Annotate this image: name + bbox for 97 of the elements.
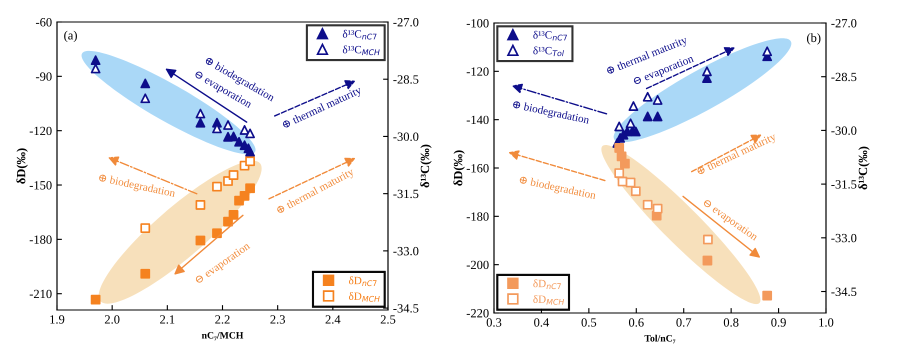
point	[240, 125, 250, 135]
y-tick-label: -220	[466, 309, 489, 318]
y-tick-label: -140	[466, 116, 489, 124]
legend-label: δD$_{nC7}$	[348, 276, 377, 286]
x-tick-label: 0.7	[676, 318, 692, 327]
y2-tick-label: -27.0	[831, 19, 856, 28]
y-tick-label: -210	[30, 290, 52, 298]
point	[762, 46, 772, 56]
y-tick-label: -180	[466, 212, 489, 221]
point	[626, 178, 636, 188]
y2-tick-label: -34.5	[831, 288, 856, 296]
y-tick-label: -160	[466, 164, 489, 172]
point	[620, 158, 630, 169]
point	[196, 236, 206, 246]
y2-axis-title: δ¹³C(‰)	[420, 144, 432, 188]
point	[652, 204, 663, 214]
point	[642, 112, 653, 122]
point	[652, 112, 663, 122]
y2-axis-title: δ¹³C(‰)	[858, 146, 870, 190]
y2-tick-label: -30.0	[393, 132, 418, 141]
point	[245, 156, 255, 166]
point	[762, 290, 772, 300]
y-tick-label: -180	[30, 235, 52, 244]
point	[196, 118, 206, 128]
y-tick-label: -60	[36, 18, 52, 26]
x-tick-label: 1.0	[819, 318, 834, 327]
legend-label: δ¹³C$_{nC7}$	[533, 30, 567, 40]
legend-label: δD$_{nC7}$	[533, 279, 561, 290]
y-tick-label: -120	[30, 126, 52, 136]
x-tick-label: 0.9	[771, 318, 786, 327]
legend-label: δ¹³C$_{MCH}$	[342, 45, 380, 56]
annotation: (b)	[806, 33, 820, 45]
x-axis-title: nC₇/MCH	[202, 332, 244, 340]
legend-label: δ¹³C$_{nC7}$	[342, 30, 377, 40]
point	[240, 191, 250, 201]
y-axis-title: δD(‰)	[453, 150, 465, 186]
legend-label: δD$_{MCH}$	[533, 295, 564, 305]
x-tick-label: 2.5	[380, 315, 396, 324]
y2-tick-label: -28.5	[831, 72, 856, 82]
y2-tick-label: -30.0	[831, 126, 856, 135]
x-tick-label: 0.8	[724, 318, 738, 327]
y2-tick-label: -27.0	[393, 18, 418, 27]
x-tick-label: 1.9	[50, 315, 64, 324]
point	[245, 183, 255, 194]
x-tick-label: 2.1	[160, 315, 174, 324]
point	[223, 120, 233, 130]
point	[140, 268, 150, 279]
legend-label: δD$_{MCH}$	[348, 292, 380, 302]
point	[90, 64, 100, 74]
point	[228, 170, 238, 180]
point	[614, 168, 624, 178]
y-tick-label: -90	[36, 72, 52, 81]
y2-tick-label: -34.5	[393, 304, 418, 313]
legend-label: δ¹³C$_{Tol}$	[533, 46, 564, 56]
point	[245, 146, 255, 157]
x-tick-label: 0.3	[486, 318, 502, 327]
y-tick-label: -100	[466, 19, 489, 28]
x-tick-label: 0.5	[582, 318, 596, 327]
point	[703, 234, 713, 244]
y2-tick-label: -31.5	[393, 190, 418, 198]
point	[212, 182, 222, 192]
y-tick-label: -200	[466, 260, 489, 270]
y-tick-label: -150	[30, 181, 52, 190]
y2-tick-label: -28.5	[393, 75, 418, 84]
point	[652, 95, 663, 105]
point	[702, 66, 712, 76]
point	[626, 118, 636, 128]
point	[702, 256, 712, 266]
point	[614, 143, 624, 153]
y2-tick-label: -31.5	[831, 180, 856, 189]
point	[140, 93, 150, 104]
point	[642, 200, 653, 210]
x-tick-label: 2.0	[104, 315, 120, 324]
point	[90, 55, 100, 66]
y-tick-label: -120	[466, 67, 489, 76]
point	[196, 200, 206, 210]
point	[140, 223, 150, 234]
point	[630, 186, 641, 196]
point	[614, 122, 624, 132]
y-axis-title: δD(‰)	[16, 148, 28, 184]
x-tick-label: 2.4	[326, 315, 340, 324]
point	[196, 108, 206, 118]
point	[245, 128, 255, 138]
point	[140, 78, 150, 88]
point	[90, 294, 100, 305]
x-tick-label: 2.2	[215, 315, 230, 324]
annotation: (a)	[64, 30, 77, 42]
y2-tick-label: -33.0	[831, 234, 856, 242]
point	[642, 92, 653, 102]
point	[628, 101, 638, 111]
x-axis-title: Tol/nC₇	[644, 334, 676, 344]
point	[630, 126, 641, 136]
x-tick-label: 2.3	[270, 315, 285, 324]
point	[228, 210, 238, 220]
x-tick-label: 0.6	[628, 318, 644, 327]
x-tick-label: 0.4	[534, 318, 550, 327]
y2-tick-label: -33.0	[393, 246, 418, 256]
